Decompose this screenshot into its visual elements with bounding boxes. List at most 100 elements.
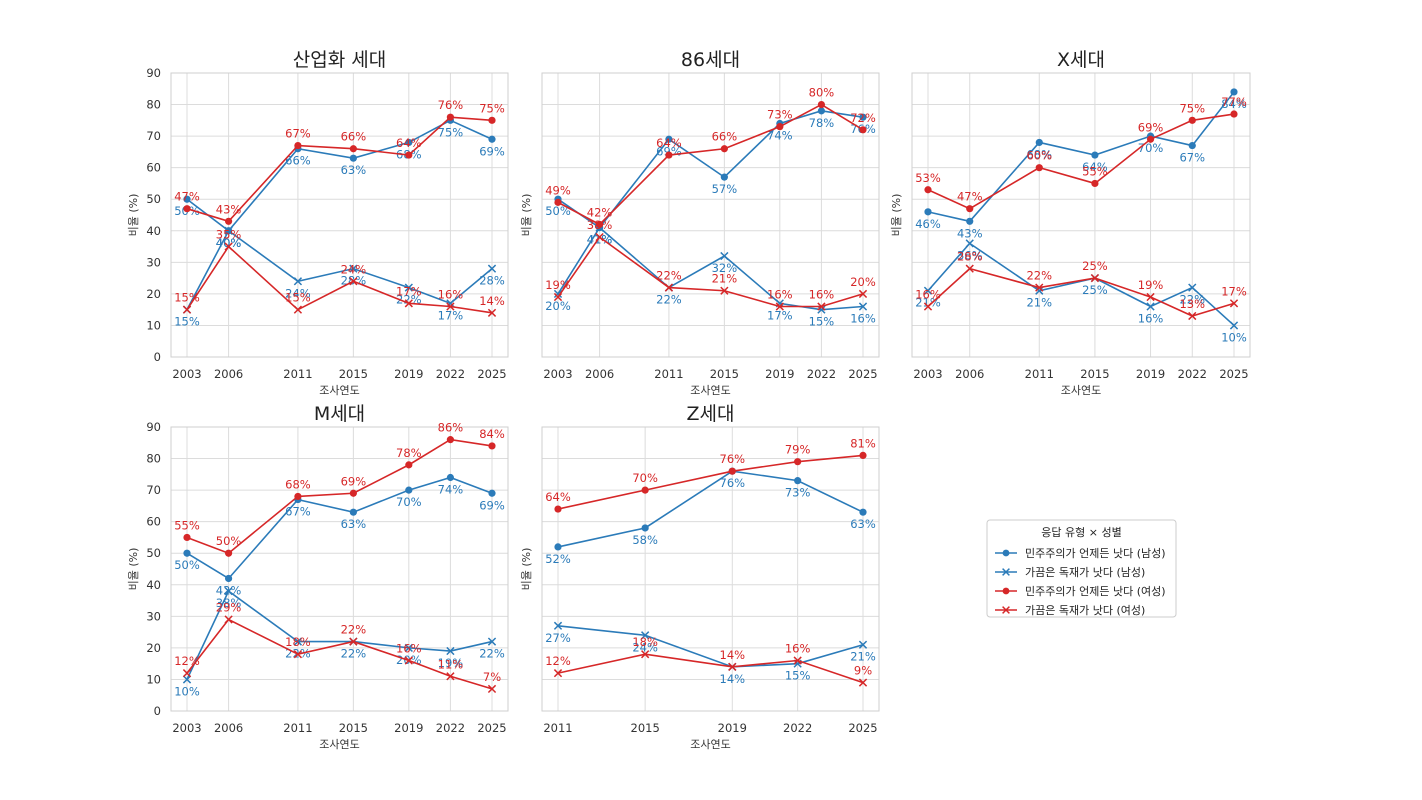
y-tick-label: 50: [146, 192, 161, 206]
legend-marker: [1002, 549, 1010, 557]
series-line: 12% 18% 14% 16% 9%: [545, 635, 872, 687]
legend-label: 민주주의가 언제든 낫다 (남성): [1025, 547, 1166, 560]
data-label: 67%: [285, 505, 311, 519]
data-point: [776, 123, 784, 131]
data-point: [817, 100, 826, 109]
y-tick-label: 70: [146, 129, 161, 143]
data-label: 28%: [957, 250, 983, 264]
x-axis-label: 조사연도: [1061, 384, 1101, 397]
data-point: [446, 646, 455, 656]
plot-frame: [170, 426, 509, 712]
data-label: 16%: [809, 288, 835, 302]
x-tick-label: 2019: [394, 367, 423, 381]
series-path: [186, 618, 493, 690]
x-tick-label: 2003: [172, 367, 201, 381]
data-label: 16%: [767, 288, 793, 302]
data-point: [349, 154, 357, 162]
data-label: 72%: [850, 111, 876, 125]
data-point: [1188, 116, 1196, 124]
data-label: 75%: [1179, 101, 1205, 115]
panel-title: 산업화 세대: [293, 49, 386, 71]
data-point: [446, 113, 455, 121]
data-point: [1090, 273, 1100, 283]
data-label: 50%: [174, 558, 200, 572]
data-label: 16%: [438, 288, 464, 302]
data-label: 15%: [174, 291, 200, 305]
data-point: [858, 678, 868, 687]
y-axis-label: 비율 (%): [520, 194, 533, 237]
data-point: [349, 145, 357, 153]
x-tick-label: 2011: [654, 367, 683, 381]
data-label: 60%: [1026, 149, 1052, 163]
data-label: 19%: [545, 278, 571, 292]
data-point: [182, 669, 192, 678]
x-tick-label: 2003: [172, 721, 201, 735]
data-label: 80%: [809, 86, 835, 100]
data-point: [488, 116, 496, 124]
y-axis-label: 비율 (%): [890, 194, 903, 237]
data-point: [553, 669, 563, 678]
data-label: 55%: [1082, 164, 1108, 178]
series-line: 52% 58% 76% 73% 63%: [545, 467, 876, 566]
data-point: [1091, 151, 1099, 159]
data-label: 63%: [341, 163, 367, 177]
data-point: [488, 442, 496, 450]
data-label: 84%: [1221, 97, 1247, 111]
data-point: [1146, 135, 1155, 143]
data-label: 50%: [545, 204, 571, 218]
data-label: 68%: [285, 477, 311, 491]
data-label: 78%: [809, 116, 835, 130]
data-label: 86%: [438, 421, 464, 435]
data-point: [965, 239, 974, 248]
data-point: [553, 289, 563, 299]
data-point: [966, 205, 974, 213]
panel-4: M세대 2003 2006 2011 2015 2019 2022 2025 조사연도 0 10 20…: [127, 403, 509, 751]
data-label: 22%: [1026, 269, 1052, 283]
data-label: 58%: [632, 533, 658, 547]
series-line: 64% 70% 76% 79% 81%: [545, 436, 876, 513]
x-tick-label: 2025: [477, 721, 506, 735]
panel-5: Z세대 2011 2015 2019 2022 2025 조사연도 비율 (%) 52% 58% 7…: [520, 403, 880, 751]
data-point: [728, 662, 737, 671]
data-point: [1230, 88, 1238, 96]
data-label: 22%: [656, 269, 682, 283]
legend-marker: [1002, 568, 1010, 576]
data-point: [817, 107, 826, 115]
data-label: 10%: [174, 684, 200, 698]
data-label: 7%: [483, 670, 501, 684]
x-axis-label: 조사연도: [690, 384, 730, 397]
x-tick-label: 2019: [394, 721, 423, 735]
series-line: 27% 24% 14% 15% 21%: [545, 621, 876, 686]
data-label: 13%: [1179, 297, 1205, 311]
plot-frame: [541, 426, 880, 712]
series-path: [557, 470, 864, 548]
series-line: 50%41%69%57%74%78%76%: [545, 107, 876, 247]
data-label: 70%: [1138, 141, 1164, 155]
series-line: 15%40%24%28%22%17%28%: [174, 226, 505, 329]
y-tick-label: 30: [146, 609, 161, 623]
data-label: 40%: [216, 236, 242, 250]
data-label: 43%: [957, 226, 983, 240]
data-point: [720, 251, 729, 261]
data-label: 21%: [1026, 296, 1052, 310]
data-point: [1188, 311, 1197, 321]
legend-label: 가끔은 독재가 낫다 (남성): [1025, 566, 1145, 579]
y-tick-label: 40: [146, 578, 161, 592]
data-point: [1188, 283, 1197, 292]
data-point: [965, 264, 974, 273]
series-line: 55% 50% 68% 69% 78% 86% 84%: [174, 421, 505, 557]
data-point: [224, 586, 233, 596]
x-tick-label: 2011: [1025, 367, 1054, 381]
legend-entry: 가끔은 독재가 낫다 (남성): [995, 566, 1145, 579]
data-point: [224, 242, 233, 251]
data-point: [793, 656, 802, 665]
y-tick-label: 90: [146, 66, 161, 80]
data-label: 24%: [341, 262, 367, 276]
data-label: 69%: [1138, 120, 1164, 134]
data-point: [405, 151, 413, 159]
data-label: 64%: [545, 490, 571, 504]
data-label: 18%: [632, 635, 658, 649]
data-point: [446, 436, 455, 444]
data-point: [858, 289, 868, 299]
data-point: [488, 135, 496, 143]
